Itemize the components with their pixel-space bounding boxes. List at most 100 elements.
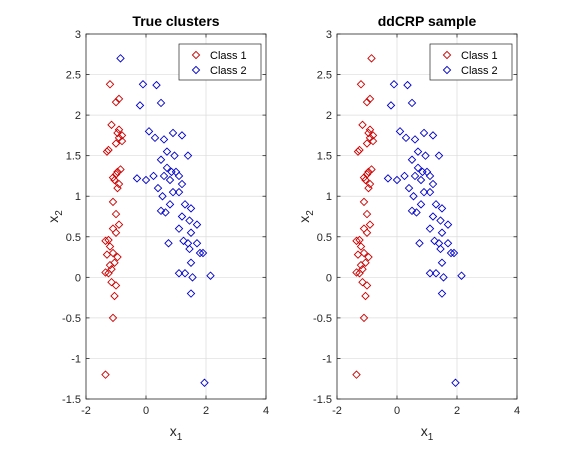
data-point (392, 175, 402, 185)
data-point (437, 228, 447, 237)
data-point (104, 235, 113, 245)
data-point (162, 147, 172, 156)
data-point (192, 239, 202, 248)
data-point (165, 200, 175, 209)
data-point (101, 236, 110, 246)
data-point (443, 239, 453, 248)
series-class-1 (101, 80, 127, 379)
x-axis-label-main: x (421, 423, 428, 439)
data-point (413, 163, 423, 173)
y-tick-label: -1.5 (62, 394, 81, 406)
x-tick-label: 2 (203, 405, 209, 417)
data-point (431, 200, 441, 209)
y-tick-label: 3 (326, 29, 332, 41)
data-point (138, 80, 148, 89)
data-point (168, 187, 178, 197)
data-point (110, 258, 119, 267)
y-tick-label: 0 (75, 272, 81, 284)
data-point (177, 179, 187, 189)
data-point (368, 136, 378, 146)
data-point (352, 268, 361, 277)
data-point (114, 125, 124, 134)
data-point (359, 224, 369, 233)
axes-box (336, 33, 518, 400)
legend-label-class-1: Class 1 (461, 50, 498, 62)
data-point (101, 268, 110, 277)
data-point (364, 252, 373, 262)
data-point (428, 131, 438, 140)
data-point (144, 127, 154, 136)
data-point (186, 258, 196, 267)
data-point (437, 258, 447, 267)
x-tick-label: -2 (81, 405, 91, 417)
data-point (361, 291, 370, 301)
y-tick-label: -0.5 (313, 313, 332, 325)
x-axis-label: x1 (421, 423, 434, 443)
legend-marker-class-2 (442, 65, 452, 75)
data-point (353, 147, 363, 156)
data-point (446, 248, 456, 258)
data-point (110, 291, 119, 301)
data-point (359, 173, 369, 182)
y-axis-label: x2 (296, 210, 316, 223)
data-point (180, 269, 190, 278)
data-point (102, 250, 112, 259)
data-point (162, 163, 172, 173)
y-tick-label: 1.5 (66, 151, 81, 163)
data-point (135, 101, 145, 110)
x-tick-label: 4 (263, 405, 269, 417)
data-point (428, 212, 438, 221)
data-point (436, 244, 445, 254)
data-point (174, 187, 184, 197)
subplot-ddcrp-sample: -2 0 2 4 -1.5 -1 -0.5 0 0.5 1 1.5 2 2.5 3 ddCRP sample… (296, 13, 520, 443)
data-point (364, 128, 373, 138)
x-axis-label: x1 (170, 423, 183, 443)
data-point (114, 179, 124, 189)
legend-marker-class-1 (442, 50, 452, 60)
x-tick-label: 2 (454, 405, 460, 417)
data-point (113, 128, 122, 138)
data-point (132, 174, 142, 183)
data-point (419, 128, 429, 138)
data-point (141, 175, 151, 185)
y-tick-label: 0.5 (317, 232, 332, 244)
data-point (367, 54, 376, 63)
data-point (150, 133, 160, 143)
y-tick-label: -0.5 (62, 313, 81, 325)
data-point (407, 206, 417, 216)
data-point (361, 175, 370, 185)
x-axis-label-sub: 1 (177, 432, 183, 443)
data-point (195, 248, 205, 258)
data-point (111, 281, 121, 290)
data-point (449, 248, 459, 258)
x-tick-label: 4 (514, 405, 520, 417)
data-point (415, 239, 424, 248)
y-tick-label: -1 (322, 353, 332, 365)
y-axis-label-main: x (45, 216, 61, 223)
data-point (206, 271, 215, 280)
data-point (200, 378, 209, 388)
legend-marker-class-1 (191, 50, 201, 60)
data-point (407, 98, 417, 108)
data-point (355, 235, 364, 245)
data-point (105, 242, 115, 251)
y-tick-label: 0.5 (66, 232, 81, 244)
data-point (365, 220, 375, 229)
data-point (183, 151, 193, 160)
data-point (165, 175, 175, 185)
data-point (156, 155, 166, 164)
data-point (164, 239, 173, 248)
data-point (430, 236, 439, 246)
data-point (431, 269, 441, 278)
data-point (108, 313, 118, 323)
data-point (153, 183, 163, 193)
x-tick-label: -2 (332, 405, 342, 417)
data-point (102, 147, 112, 156)
chart-title: True clusters (132, 13, 219, 29)
legend: Class 1 Class 2 (429, 43, 513, 81)
data-point (108, 173, 118, 182)
plot-area (337, 34, 517, 399)
data-point (386, 101, 396, 110)
y-tick-label: 2.5 (317, 70, 332, 82)
data-point (443, 220, 453, 229)
